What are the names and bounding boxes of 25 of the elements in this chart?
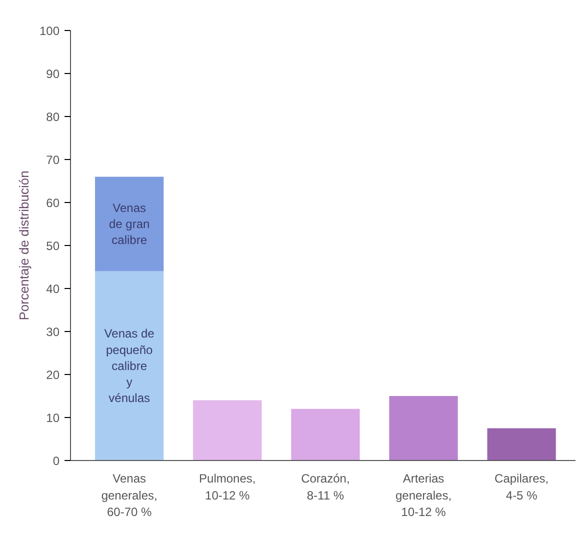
bar (95, 271, 164, 460)
y-tick-label: 40 (46, 282, 60, 296)
x-tick-label: Venas generales, 60-70 % (101, 472, 158, 520)
y-axis-title: Porcentaje de distribución (16, 170, 32, 320)
y-tick-label: 0 (52, 454, 60, 468)
bar (193, 400, 262, 460)
y-tick-label: 30 (46, 325, 60, 339)
x-tick-label: Corazón, 8-11 % (301, 472, 350, 502)
annotation: Venas de gran calibre (108, 200, 150, 248)
x-tick-label: Pulmones, 10-12 % (199, 472, 256, 502)
y-tick-label: 10 (46, 411, 60, 425)
x-tick-label: Arterias generales, 10-12 % (395, 472, 452, 520)
y-tick-label: 70 (46, 153, 60, 167)
bar (487, 428, 556, 460)
y-tick-label: 20 (46, 368, 60, 382)
y-tick-label: 100 (39, 24, 60, 38)
y-tick-label: 60 (46, 196, 60, 210)
bar (95, 176, 164, 272)
annotation: Venas de pequeño calibre y vénulas (104, 326, 155, 406)
bar (291, 408, 360, 460)
y-tick-label: 80 (46, 110, 60, 124)
y-tick-label: 50 (46, 239, 60, 253)
x-tick-label: Capilares, 4-5 % (494, 472, 549, 502)
y-tick-label: 90 (46, 67, 60, 81)
bar (389, 396, 458, 460)
